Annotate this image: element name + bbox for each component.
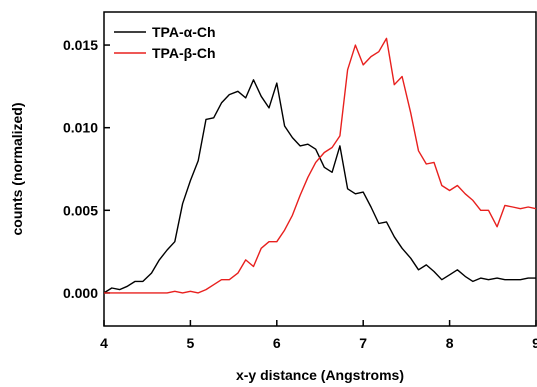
x-tick-label: 8	[446, 335, 454, 351]
legend: TPA-α-Ch TPA-β-Ch	[114, 24, 216, 61]
plot-frame	[103, 11, 537, 327]
y-axis-title: counts (normalized)	[9, 102, 25, 235]
series-layer	[103, 37, 537, 294]
y-tick-label: 0.000	[63, 285, 98, 301]
x-tick-label: 9	[532, 335, 537, 351]
x-axis-title: x-y distance (Angstroms)	[236, 367, 404, 383]
y-axis-ticks: 0.000 0.005 0.010 0.015	[63, 37, 110, 301]
x-axis-ticks: 4 5 6 7 8 9	[100, 320, 537, 351]
x-tick-label: 4	[100, 335, 108, 351]
series-line-tpa-alpha	[103, 79, 536, 294]
legend-label-tpa-beta: TPA-β-Ch	[152, 45, 216, 61]
legend-label-tpa-alpha: TPA-α-Ch	[152, 24, 216, 40]
x-tick-label: 6	[273, 335, 281, 351]
x-tick-label: 7	[359, 335, 367, 351]
y-tick-label: 0.015	[63, 37, 98, 53]
y-tick-label: 0.010	[63, 120, 98, 136]
x-tick-label: 5	[187, 335, 195, 351]
series-line-tpa-beta	[104, 37, 537, 294]
y-tick-label: 0.005	[63, 202, 98, 218]
